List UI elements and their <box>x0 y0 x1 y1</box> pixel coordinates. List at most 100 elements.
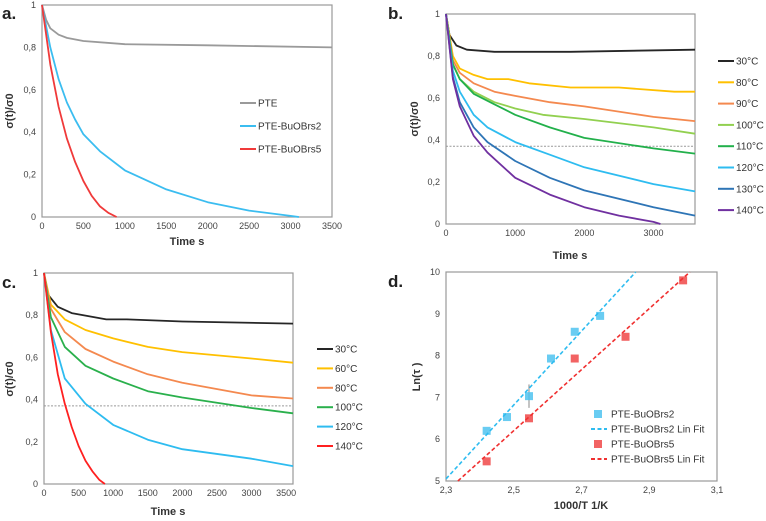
data-point-pte-buobrs5 <box>524 414 533 423</box>
data-point-pte-buobrs2 <box>482 426 491 435</box>
series-line-pte <box>41 4 333 49</box>
plot-frame <box>41 4 333 218</box>
y-tick-label: 0,4 <box>23 127 36 137</box>
y-tick-label: 0,6 <box>427 93 440 103</box>
panel-label: a. <box>2 4 16 23</box>
data-point-pte-buobrs5 <box>679 276 688 285</box>
x-tick-label: 3000 <box>241 488 261 498</box>
y-tick-label: 1 <box>31 0 36 10</box>
legend-label: PTE-BuOBrs5 <box>258 145 322 156</box>
data-point-pte-buobrs2 <box>502 413 511 422</box>
data-point-pte-buobrs5 <box>621 332 630 341</box>
x-tick-label: 2,9 <box>643 485 656 495</box>
legend-label: 80°C <box>736 78 758 89</box>
y-tick-label: 0,8 <box>25 310 38 320</box>
y-tick-label: 5 <box>435 476 440 486</box>
legend-label: 60°C <box>335 364 357 375</box>
x-axis-label: 1000/T 1/K <box>554 500 608 512</box>
x-tick-label: 3500 <box>276 488 296 498</box>
y-tick-label: 7 <box>435 392 440 402</box>
legend-label: 30°C <box>335 345 357 356</box>
series-line-100-c <box>445 13 696 135</box>
y-tick-label: 0 <box>435 219 440 229</box>
x-axis-label: Time s <box>553 250 588 262</box>
data-point-pte-buobrs2 <box>524 392 533 401</box>
plot-frame <box>43 272 294 485</box>
x-tick-label: 0 <box>41 488 46 498</box>
series-line-30-c <box>43 272 294 325</box>
y-tick-label: 9 <box>435 309 440 319</box>
data-point-pte-buobrs2 <box>570 327 579 336</box>
x-tick-label: 1000 <box>505 228 525 238</box>
y-tick-label: 1 <box>33 268 38 278</box>
series-line-100-c <box>43 272 294 415</box>
x-tick-label: 1000 <box>103 488 123 498</box>
legend-label: 80°C <box>335 383 357 394</box>
series-line-pte-buobrs2 <box>41 4 300 218</box>
x-tick-label: 3,1 <box>711 485 724 495</box>
y-tick-label: 0,6 <box>25 352 38 362</box>
legend-label: 120°C <box>736 163 764 174</box>
x-axis-label: Time s <box>170 236 205 248</box>
plot-frame <box>445 271 718 482</box>
series-line-pte-buobrs5-lin-fit <box>457 271 691 482</box>
x-tick-label: 1500 <box>156 221 176 231</box>
series-line-80-c <box>445 13 695 93</box>
series-line-90-c <box>445 13 696 122</box>
legend-label: PTE <box>258 99 278 110</box>
legend-label: PTE-BuOBrs2 Lin Fit <box>611 425 705 436</box>
y-tick-label: 0,2 <box>427 177 440 187</box>
data-point-pte-buobrs5 <box>482 457 491 466</box>
y-tick-label: 0,2 <box>23 170 36 180</box>
series-line-pte-buobrs5 <box>41 4 118 218</box>
x-tick-label: 2000 <box>172 488 192 498</box>
x-tick-label: 2,7 <box>575 485 588 495</box>
y-tick-label: 0 <box>33 479 38 489</box>
legend-label: 100°C <box>736 120 764 131</box>
y-tick-label: 1 <box>435 9 440 19</box>
x-tick-label: 500 <box>71 488 86 498</box>
legend-marker <box>594 410 602 418</box>
series-line-pte-buobrs2-lin-fit <box>445 271 637 480</box>
y-tick-label: 0,8 <box>427 51 440 61</box>
series-line-140-c <box>445 13 661 225</box>
x-tick-label: 0 <box>443 228 448 238</box>
series-line-140-c <box>43 272 106 485</box>
y-tick-label: 0,4 <box>25 395 38 405</box>
y-axis-label: Ln(τ ) <box>411 362 423 391</box>
plot-frame <box>445 13 696 225</box>
legend-label: PTE-BuOBrs5 Lin Fit <box>611 455 705 466</box>
y-tick-label: 8 <box>435 351 440 361</box>
data-point-pte-buobrs2 <box>596 311 605 320</box>
chart-panel-c: c. 0 500 1000 1500 2000 2500 3000 3500 0 0,2 0,4 0,6… <box>2 268 363 518</box>
x-tick-label: 3000 <box>281 221 301 231</box>
y-axis-label: σ(t)/σ0 <box>4 93 16 128</box>
y-tick-label: 10 <box>430 267 440 277</box>
x-tick-label: 2,5 <box>507 485 520 495</box>
chart-panel-b: b. 0 1000 2000 3000 0 0,2 0,4 0,6 0,8 1 Time s σ(t)/… <box>388 4 764 262</box>
series-line-80-c <box>43 272 294 400</box>
x-tick-label: 2000 <box>198 221 218 231</box>
legend-label: 130°C <box>736 184 764 195</box>
x-tick-label: 3000 <box>643 228 663 238</box>
x-tick-label: 2,3 <box>440 485 453 495</box>
x-tick-label: 1500 <box>138 488 158 498</box>
legend-label: 100°C <box>335 403 363 414</box>
x-tick-label: 3500 <box>322 221 342 231</box>
data-point-pte-buobrs2 <box>547 354 556 363</box>
legend-label: 30°C <box>736 57 758 68</box>
y-axis-label: σ(t)/σ0 <box>409 101 421 136</box>
legend-label: PTE-BuOBrs2 <box>258 122 322 133</box>
x-axis-label: Time s <box>151 506 186 518</box>
x-tick-label: 500 <box>76 221 91 231</box>
series-line-120-c <box>43 272 294 467</box>
x-tick-label: 0 <box>39 221 44 231</box>
y-tick-label: 6 <box>435 434 440 444</box>
y-tick-label: 0,4 <box>427 135 440 145</box>
y-axis-label: σ(t)/σ0 <box>4 361 16 396</box>
chart-panel-a: a. 0 500 1000 1500 2000 2500 3000 3500 0 0,2 0,4 0,6… <box>2 0 342 248</box>
panel-label: c. <box>2 273 16 292</box>
legend-label: 140°C <box>335 442 363 453</box>
series-line-30-c <box>445 13 696 53</box>
